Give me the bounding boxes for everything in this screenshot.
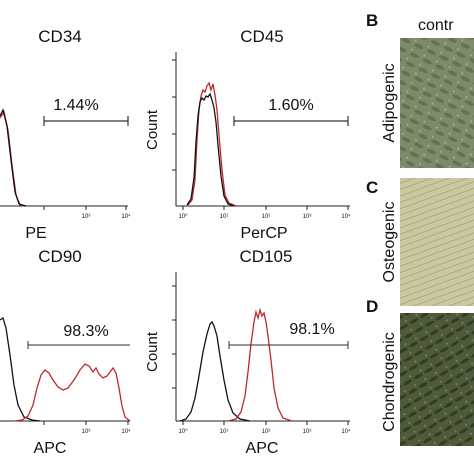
panel-title-cd90: CD90 — [38, 247, 81, 266]
gate-marker-cd34 — [43, 116, 129, 126]
marker-curve-cd90 — [13, 363, 131, 422]
control-curve-cd90 — [0, 316, 41, 422]
marker-curve-cd105 — [227, 307, 293, 422]
panel-letter-b: B — [366, 11, 378, 30]
plot-frame-cd34 — [0, 205, 128, 210]
plot-frame-cd45 — [172, 52, 350, 210]
tick-label: 10¹ — [220, 429, 229, 435]
panel-title-cd105: CD105 — [240, 247, 293, 266]
tick-label: 10³ — [303, 214, 312, 220]
control-curve-cd105 — [179, 320, 251, 422]
gate-marker-cd105 — [228, 341, 349, 349]
tick-label: 10⁴ — [341, 428, 351, 435]
column-header-control: contr — [418, 17, 454, 34]
tick-label: 10⁴ — [121, 213, 131, 220]
tick-label: 10⁴ — [341, 213, 351, 220]
tick-label: 10⁴ — [121, 428, 131, 435]
row-label-adipogenic: Adipogenic — [381, 63, 398, 142]
marker-curve-cd34 — [0, 110, 27, 207]
tick-label: 10³ — [82, 429, 91, 435]
tick-label: 10¹ — [220, 214, 229, 220]
panel-title-cd45: CD45 — [240, 27, 283, 46]
x-axis-label-cd90: APC — [34, 440, 67, 457]
panel-letter-d: D — [366, 297, 378, 316]
panel-letter-c: C — [366, 178, 378, 197]
tick-label: 10⁰ — [178, 428, 188, 435]
gate-marker-cd90 — [27, 341, 130, 349]
tick-label: 10⁰ — [178, 213, 188, 220]
gate-percent-cd105: 98.1% — [289, 321, 334, 338]
tick-label: 10² — [262, 429, 271, 435]
gate-percent-cd45: 1.60% — [268, 97, 313, 114]
row-label-chondrogenic: Chondrogenic — [381, 332, 398, 432]
tick-label: 10³ — [303, 429, 312, 435]
control-curve-cd34 — [0, 108, 27, 207]
gate-percent-cd90: 98.3% — [63, 323, 108, 340]
micrograph-adipogenic — [400, 38, 474, 168]
differentiation-panel: B contr Adipogenic C Osteogenic D Chondr… — [366, 11, 474, 446]
tick-label: 10² — [262, 214, 271, 220]
histogram-panel-cd45: CD45 1.60% Count 10⁰ 10¹ 10² 10³ 10⁴ Per — [144, 27, 351, 242]
tick-label: 10³ — [82, 214, 91, 220]
x-axis-label-cd45: PerCP — [240, 225, 287, 242]
row-label-osteogenic: Osteogenic — [381, 202, 398, 283]
gate-marker-cd45 — [233, 116, 349, 126]
histogram-panel-cd105: CD105 98.1% Count 10⁰ 10¹ 10² 10³ 10⁴ AP — [144, 247, 351, 457]
marker-curve-cd45 — [187, 81, 237, 207]
micrograph-chondrogenic — [400, 313, 474, 446]
panel-title-cd34: CD34 — [38, 27, 81, 46]
x-axis-label-cd34: PE — [25, 225, 46, 242]
histogram-panel-cd90: CD90 98.3% 10³ 10⁴ APC — [0, 247, 131, 457]
control-curve-cd45 — [186, 92, 235, 207]
plot-frame-cd90 — [0, 420, 130, 425]
y-axis-label-cd45: Count — [144, 109, 161, 150]
micrograph-osteogenic — [400, 178, 474, 306]
histogram-panel-cd34: CD34 1.44% 10³ 10⁴ PE — [0, 27, 131, 242]
gate-percent-cd34: 1.44% — [53, 97, 98, 114]
plot-frame-cd105 — [172, 272, 350, 425]
y-axis-label-cd105: Count — [144, 331, 161, 372]
x-axis-label-cd105: APC — [246, 440, 279, 457]
